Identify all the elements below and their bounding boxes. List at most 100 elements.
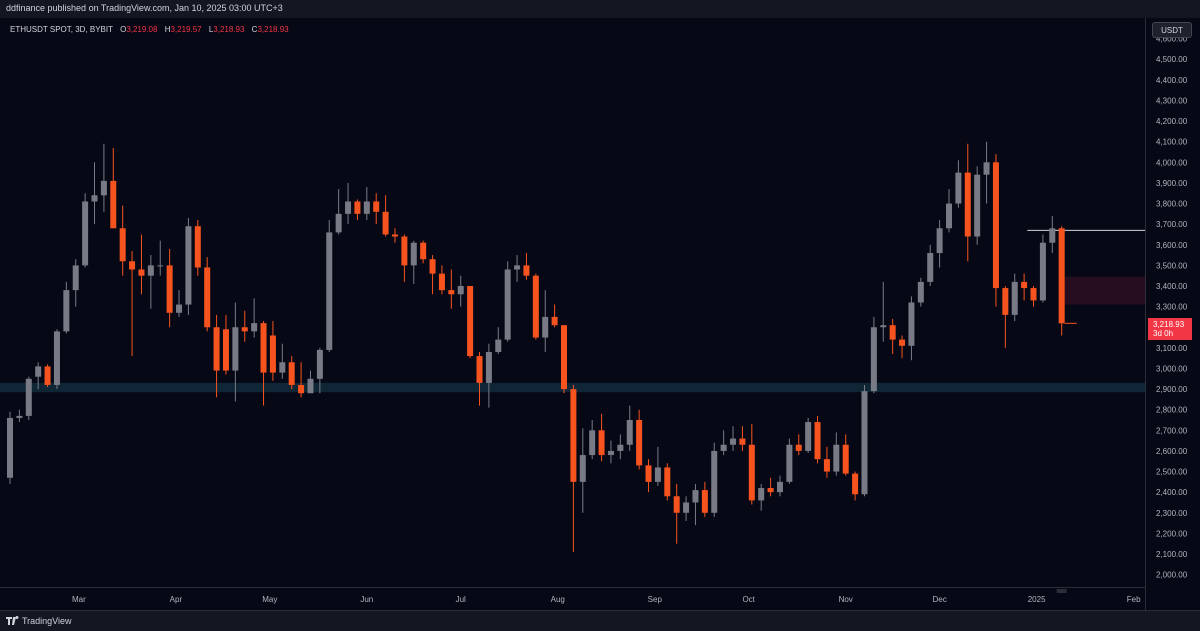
price-tick-label: 4,200.00	[1156, 117, 1188, 126]
candle-body	[72, 265, 79, 291]
candle-body	[495, 339, 502, 352]
candle-body	[673, 496, 680, 513]
candle-body	[345, 201, 352, 214]
candle-body	[833, 444, 840, 472]
candle-body	[373, 201, 380, 212]
candle-body	[53, 331, 60, 385]
time-tick-label: Apr	[170, 595, 183, 604]
price-tick-label: 2,600.00	[1156, 447, 1188, 456]
price-tick-label: 3,400.00	[1156, 282, 1188, 291]
candle-body	[129, 261, 136, 270]
candle-body	[194, 226, 201, 268]
price-tick-label: 4,000.00	[1156, 158, 1188, 167]
publisher-bar: ddfinance published on TradingView.com, …	[0, 0, 1200, 18]
candle-body	[955, 172, 962, 204]
candle-body	[645, 465, 652, 482]
legend-open-value: 3,219.08	[126, 25, 158, 34]
candle-body	[899, 339, 906, 346]
price-tick-label: 3,300.00	[1156, 303, 1188, 312]
legend-symbol[interactable]: ETHUSDT SPOT, 3D, BYBIT	[10, 25, 113, 34]
candle-body	[185, 226, 192, 305]
candle-body	[636, 420, 643, 466]
candlestick-chart[interactable]: 2,000.00 2,100.00 2,200.00 2,300.00 2,400.00…	[0, 18, 1200, 610]
candle-body	[739, 438, 746, 445]
candle-body	[579, 455, 586, 482]
candle-body	[786, 444, 793, 482]
legend-close-key: C	[251, 25, 258, 34]
candle-body	[908, 302, 915, 346]
candle-body	[382, 211, 389, 235]
time-tick-label: Nov	[839, 595, 853, 604]
candle-body	[823, 459, 830, 472]
chart-background	[0, 18, 1200, 610]
candle-body	[758, 488, 765, 501]
footer-bar: TradingView	[0, 610, 1200, 631]
bar-countdown: 3d 0h	[1153, 329, 1174, 338]
candle-body	[1030, 288, 1037, 301]
candle-body	[730, 438, 737, 445]
candle-body	[457, 286, 464, 295]
candle-body	[532, 275, 539, 338]
candle-body	[852, 473, 859, 495]
time-tick-label: Sep	[648, 595, 663, 604]
candle-body	[410, 242, 417, 266]
chart-area[interactable]: 2,000.00 2,100.00 2,200.00 2,300.00 2,400.00…	[0, 18, 1200, 610]
last-price-value: 3,218.93	[1153, 320, 1185, 329]
candle-body	[279, 362, 286, 373]
tradingview-logo-icon[interactable]	[6, 615, 20, 627]
price-tick-label: 4,100.00	[1156, 138, 1188, 147]
candle-body	[748, 444, 755, 501]
time-tick-label: Feb	[1127, 595, 1141, 604]
time-tick-label: Mar	[72, 595, 86, 604]
tradingview-brand[interactable]: TradingView	[22, 616, 72, 626]
candle-body	[241, 327, 248, 332]
candle-body	[589, 430, 596, 456]
time-tick-label: Jun	[360, 595, 373, 604]
time-tick-label: Jul	[456, 595, 466, 604]
legend-high-key: H	[164, 25, 171, 34]
price-tick-label: 3,900.00	[1156, 179, 1188, 188]
last-price-tag: 3,218.93 3d 0h	[1148, 318, 1192, 340]
candle-body	[476, 356, 483, 383]
time-axis-marker	[1056, 589, 1067, 593]
candle-body	[946, 203, 952, 229]
time-tick-label: 2025	[1028, 595, 1046, 604]
candle-body	[1058, 228, 1065, 324]
candle-body	[861, 391, 868, 495]
candle-body	[692, 490, 699, 503]
time-tick-label: May	[262, 595, 277, 604]
price-tick-label: 4,300.00	[1156, 96, 1188, 105]
candle-body	[307, 378, 314, 394]
candle-body	[1039, 242, 1046, 301]
price-tick-label: 2,700.00	[1156, 426, 1188, 435]
candle-body	[288, 362, 295, 385]
candle-body	[429, 259, 436, 274]
time-tick-label: Aug	[551, 595, 565, 604]
price-tick-label: 3,800.00	[1156, 200, 1188, 209]
candle-body	[1021, 281, 1028, 289]
candle-body	[110, 180, 117, 229]
price-tick-label: 3,600.00	[1156, 241, 1188, 250]
candle-body	[25, 378, 32, 416]
candle-body	[880, 325, 887, 328]
candle-body	[711, 450, 718, 513]
resistance-zone	[1061, 276, 1145, 305]
price-tick-label: 2,300.00	[1156, 509, 1188, 518]
candle-body	[7, 417, 13, 478]
price-tick-label: 2,100.00	[1156, 550, 1188, 559]
candle-body	[514, 265, 521, 270]
candle-body	[889, 325, 896, 340]
price-tick-label: 2,500.00	[1156, 468, 1188, 477]
candle-body	[523, 265, 530, 276]
candle-body	[316, 349, 323, 379]
candle-body	[598, 430, 605, 456]
candle-body	[814, 422, 821, 460]
candle-body	[936, 228, 943, 254]
price-tick-label: 4,400.00	[1156, 76, 1188, 85]
currency-button[interactable]: USDT	[1152, 22, 1192, 38]
price-tick-label: 4,500.00	[1156, 55, 1188, 64]
price-tick-label: 3,100.00	[1156, 344, 1188, 353]
candle-body	[260, 323, 267, 373]
candle-body	[795, 444, 802, 451]
price-tick-label: 2,800.00	[1156, 406, 1188, 415]
